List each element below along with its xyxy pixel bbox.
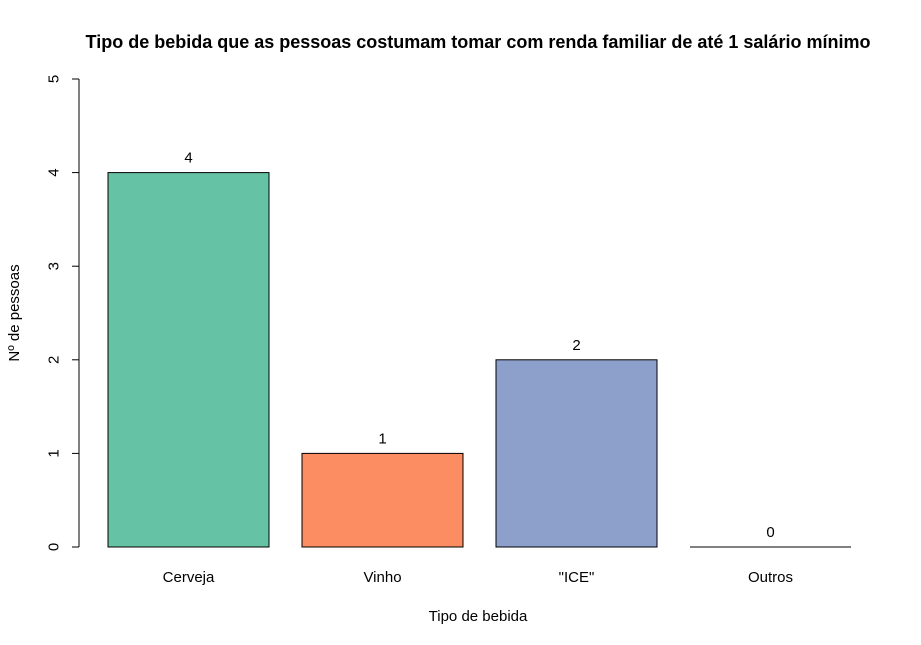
bar-value-label: 1 [378,430,386,447]
bar [107,172,270,548]
y-tick-label: 0 [45,543,62,551]
x-axis-title: Tipo de bebida [429,608,528,625]
y-axis-title: Nº de pessoas [6,264,23,361]
bar-value-label: 0 [766,524,774,541]
data-labels: 4 1 2 0 [184,150,774,541]
bar [301,452,464,548]
y-tick-label: 1 [45,449,62,457]
bar [495,359,658,548]
x-category-label: "ICE" [559,569,595,586]
x-category-label: Vinho [363,569,401,586]
x-category-label: Cerveja [163,569,215,586]
y-tick-label: 3 [45,262,62,270]
bar-value-label: 4 [184,150,192,167]
y-tick-label: 4 [45,168,62,176]
category-labels: Cerveja Vinho "ICE" Outros [163,569,793,586]
y-tick-label: 2 [45,356,62,364]
y-axis-ticks: 0 1 2 3 4 5 [45,75,79,551]
bars [107,172,851,548]
bar-value-label: 2 [572,337,580,354]
x-category-label: Outros [748,569,793,586]
y-tick-label: 5 [45,75,62,83]
chart-title: Tipo de bebida que as pessoas costumam t… [86,32,871,52]
